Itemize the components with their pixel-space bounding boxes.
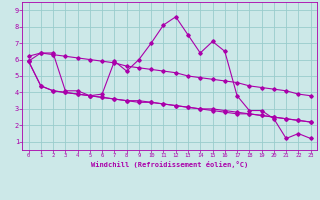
X-axis label: Windchill (Refroidissement éolien,°C): Windchill (Refroidissement éolien,°C) bbox=[91, 161, 248, 168]
